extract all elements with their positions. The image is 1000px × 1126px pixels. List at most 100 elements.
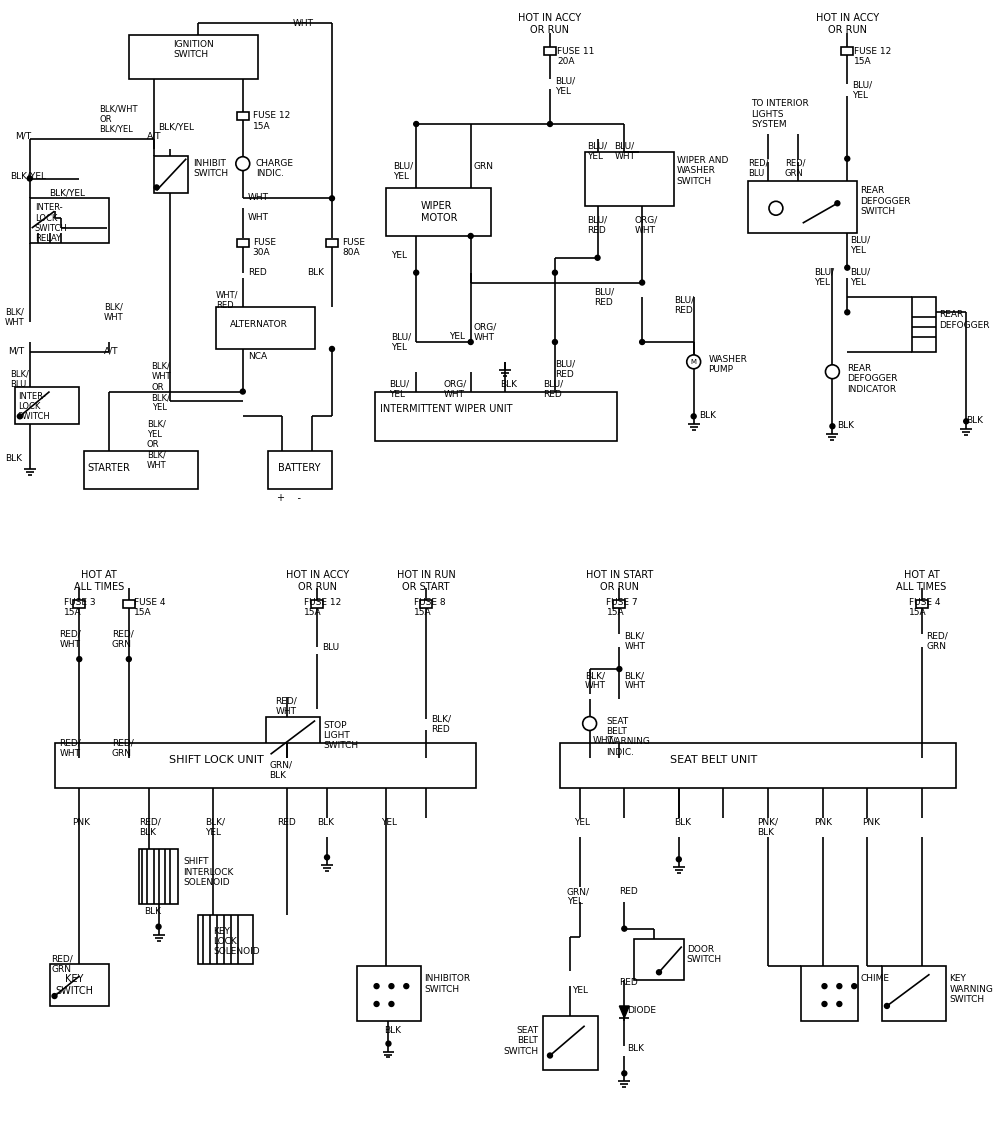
Circle shape: [825, 365, 839, 378]
Text: RED: RED: [619, 887, 638, 896]
Circle shape: [640, 280, 645, 285]
Text: +    -: + -: [277, 493, 301, 502]
Text: FUSE 4
15A: FUSE 4 15A: [134, 598, 165, 617]
Text: INTERMITTENT WIPER UNIT: INTERMITTENT WIPER UNIT: [380, 404, 512, 414]
Text: HOT IN RUN
OR START: HOT IN RUN OR START: [397, 570, 455, 591]
Circle shape: [822, 984, 827, 989]
Text: RED: RED: [277, 817, 296, 826]
Text: BLK/
WHT: BLK/ WHT: [624, 671, 645, 690]
Bar: [73, 600, 85, 608]
Text: M/T: M/T: [15, 132, 31, 141]
Text: BLK/YEL: BLK/YEL: [159, 122, 195, 131]
Text: BLK/
WHT: BLK/ WHT: [104, 303, 124, 322]
Bar: [15, 386, 79, 425]
Bar: [311, 600, 323, 608]
Text: GRN/
YEL: GRN/ YEL: [567, 887, 590, 906]
Text: BATTERY: BATTERY: [278, 463, 321, 473]
Text: BLU/
YEL: BLU/ YEL: [389, 379, 410, 399]
Text: WASHER
PUMP: WASHER PUMP: [709, 355, 747, 374]
Text: FUSE 7
15A: FUSE 7 15A: [606, 598, 638, 617]
Text: FUSE
30A: FUSE 30A: [253, 238, 276, 258]
Bar: [543, 1016, 598, 1071]
Circle shape: [154, 185, 159, 190]
Text: BLK/
RED: BLK/ RED: [431, 715, 451, 734]
Text: KEY
WARNING
SWITCH: KEY WARNING SWITCH: [949, 974, 993, 1004]
Bar: [216, 307, 315, 349]
Circle shape: [325, 855, 329, 860]
Text: BLU/
RED: BLU/ RED: [674, 295, 694, 315]
Circle shape: [468, 233, 473, 239]
Text: BLU/
YEL: BLU/ YEL: [587, 142, 607, 161]
Text: WHT: WHT: [593, 736, 614, 745]
Circle shape: [468, 340, 473, 345]
Circle shape: [414, 122, 419, 126]
Text: WHT: WHT: [292, 19, 313, 28]
Text: BLK: BLK: [500, 379, 517, 388]
Circle shape: [389, 984, 394, 989]
Circle shape: [622, 927, 627, 931]
Text: ORG/
WHT: ORG/ WHT: [444, 379, 467, 399]
Text: BLU/
YEL: BLU/ YEL: [850, 236, 870, 256]
Text: PNK/
BLK: PNK/ BLK: [757, 817, 778, 837]
Circle shape: [374, 1001, 379, 1007]
Text: RED/
BLU: RED/ BLU: [748, 159, 769, 178]
Text: FUSE 3
15A: FUSE 3 15A: [64, 598, 96, 617]
Circle shape: [374, 984, 379, 989]
Text: BLK: BLK: [307, 268, 324, 277]
Circle shape: [414, 270, 419, 275]
Text: BLK: BLK: [627, 1044, 644, 1053]
Text: BLU/
WHT: BLU/ WHT: [614, 142, 635, 161]
Text: IGNITION
SWITCH: IGNITION SWITCH: [173, 39, 214, 60]
Text: FUSE 4
15A: FUSE 4 15A: [909, 598, 940, 617]
Text: HOT IN ACCY
OR RUN: HOT IN ACCY OR RUN: [286, 570, 349, 591]
Text: BLK/
WHT: BLK/ WHT: [585, 671, 606, 690]
Bar: [129, 35, 258, 80]
Text: WHT/
RED: WHT/ RED: [216, 291, 239, 310]
Text: M/T: M/T: [8, 347, 24, 356]
Text: FUSE 11
20A: FUSE 11 20A: [557, 46, 594, 66]
Text: RED/
GRN: RED/ GRN: [112, 739, 134, 758]
Circle shape: [236, 157, 250, 170]
Text: HOT AT
ALL TIMES: HOT AT ALL TIMES: [74, 570, 124, 591]
Circle shape: [622, 1071, 627, 1075]
Text: BLU/
RED: BLU/ RED: [555, 360, 575, 379]
Circle shape: [386, 1042, 391, 1046]
Text: RED/
WHT: RED/ WHT: [59, 739, 81, 758]
Text: WHT: WHT: [248, 213, 269, 222]
Bar: [613, 600, 625, 608]
Text: HOT IN ACCY
OR RUN: HOT IN ACCY OR RUN: [518, 14, 582, 35]
Text: SEAT BELT UNIT: SEAT BELT UNIT: [670, 756, 757, 766]
Text: FUSE 12
15A: FUSE 12 15A: [253, 111, 290, 131]
Text: BLK/
WHT: BLK/ WHT: [624, 632, 645, 651]
Text: FUSE 12
15A: FUSE 12 15A: [854, 46, 891, 66]
Polygon shape: [619, 1006, 629, 1018]
Bar: [916, 600, 928, 608]
Text: KEY
SWITCH: KEY SWITCH: [55, 974, 93, 995]
Bar: [237, 113, 249, 120]
Text: BLK: BLK: [699, 411, 716, 420]
Text: BLK/WHT
OR
BLK/YEL: BLK/WHT OR BLK/YEL: [99, 105, 138, 134]
Circle shape: [837, 1001, 842, 1007]
Text: BLK: BLK: [966, 417, 983, 426]
Text: BLU: BLU: [322, 643, 339, 652]
Circle shape: [329, 196, 334, 200]
Text: M: M: [691, 359, 697, 365]
Circle shape: [404, 984, 409, 989]
Bar: [912, 297, 936, 352]
Text: STOP
LIGHT
SWITCH: STOP LIGHT SWITCH: [323, 721, 358, 750]
Text: KEY
LOCK
SOLENOID: KEY LOCK SOLENOID: [213, 927, 260, 956]
Text: DIODE: DIODE: [627, 1006, 656, 1015]
Circle shape: [830, 423, 835, 429]
Text: CHARGE
INDIC.: CHARGE INDIC.: [256, 159, 294, 178]
Circle shape: [268, 752, 273, 757]
Circle shape: [687, 355, 701, 369]
Text: NCA: NCA: [248, 352, 267, 361]
Circle shape: [964, 419, 969, 423]
Text: BLU/
YEL: BLU/ YEL: [555, 77, 575, 96]
Text: HOT AT
ALL TIMES: HOT AT ALL TIMES: [896, 570, 947, 591]
Text: INHIBITOR
SWITCH: INHIBITOR SWITCH: [424, 974, 470, 993]
Bar: [841, 46, 853, 55]
Circle shape: [548, 1053, 552, 1058]
Circle shape: [77, 656, 82, 662]
Bar: [560, 743, 956, 788]
